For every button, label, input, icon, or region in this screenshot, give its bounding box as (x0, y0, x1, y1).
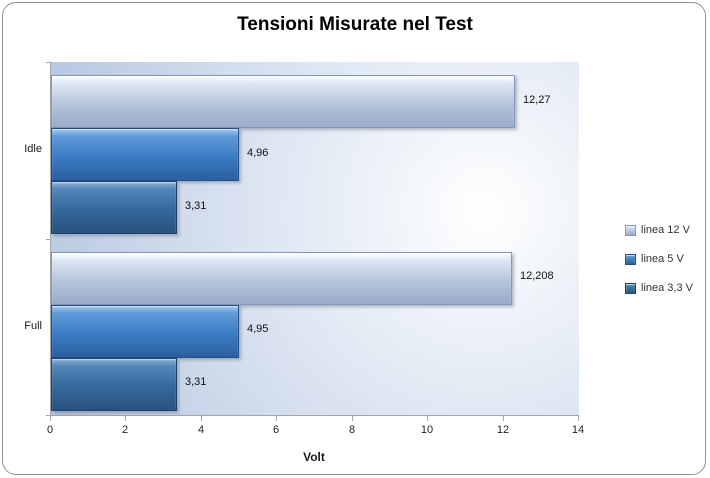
legend-swatch-icon (625, 224, 636, 236)
value-label: 12,27 (523, 93, 551, 106)
chart-title: Tensioni Misurate nel Test (237, 14, 473, 35)
legend-item: linea 3,3 V (625, 279, 693, 297)
bar-idle-linea-12-v (51, 75, 515, 128)
bar-full-linea-5-v (51, 304, 239, 358)
x-axis-tick-label: 6 (272, 424, 280, 436)
bar-full-linea-12-v (51, 251, 512, 305)
bar-full-linea-3-3-v (51, 357, 177, 411)
x-axis-tick (276, 416, 277, 421)
x-axis-tick (125, 416, 126, 421)
x-axis-tick-label: 10 (420, 424, 434, 436)
x-axis-tick (427, 416, 428, 421)
value-label: 3,31 (185, 199, 207, 212)
x-axis-tick (578, 416, 579, 421)
legend-label: linea 5 V (641, 253, 684, 265)
legend-swatch-icon (625, 253, 636, 265)
y-axis-tick (46, 239, 50, 240)
legend-item: linea 12 V (625, 221, 693, 239)
value-label: 12,208 (520, 270, 554, 282)
category-label-idle: Idle (24, 143, 42, 156)
legend-label: linea 3,3 V (641, 282, 693, 294)
x-axis-tick-label: 8 (348, 424, 356, 436)
value-label: 3,31 (185, 376, 207, 388)
x-axis-tick (503, 416, 504, 421)
x-axis-tick-label: 4 (197, 424, 205, 436)
value-label: 4,95 (247, 323, 269, 335)
plot-area (50, 62, 579, 416)
x-axis-tick (352, 416, 353, 421)
x-axis-tick (50, 416, 51, 421)
legend: linea 12 V linea 5 V linea 3,3 V (625, 221, 693, 308)
legend-swatch-icon (625, 282, 636, 294)
y-axis-tick (46, 62, 50, 63)
x-axis-tick-label: 2 (121, 424, 129, 436)
value-label: 4,96 (247, 146, 269, 159)
x-axis-title: Volt (303, 450, 325, 464)
y-axis-tick (46, 415, 50, 416)
legend-label: linea 12 V (641, 224, 690, 236)
x-axis-tick (201, 416, 202, 421)
bar-idle-linea-5-v (51, 128, 239, 181)
x-axis-tick-label: 14 (571, 424, 585, 436)
bar-idle-linea-3-3-v (51, 181, 177, 234)
x-axis-tick-label: 12 (496, 424, 510, 436)
x-axis-tick-label: 0 (46, 424, 54, 436)
category-label-full: Full (24, 319, 42, 332)
legend-item: linea 5 V (625, 250, 693, 268)
